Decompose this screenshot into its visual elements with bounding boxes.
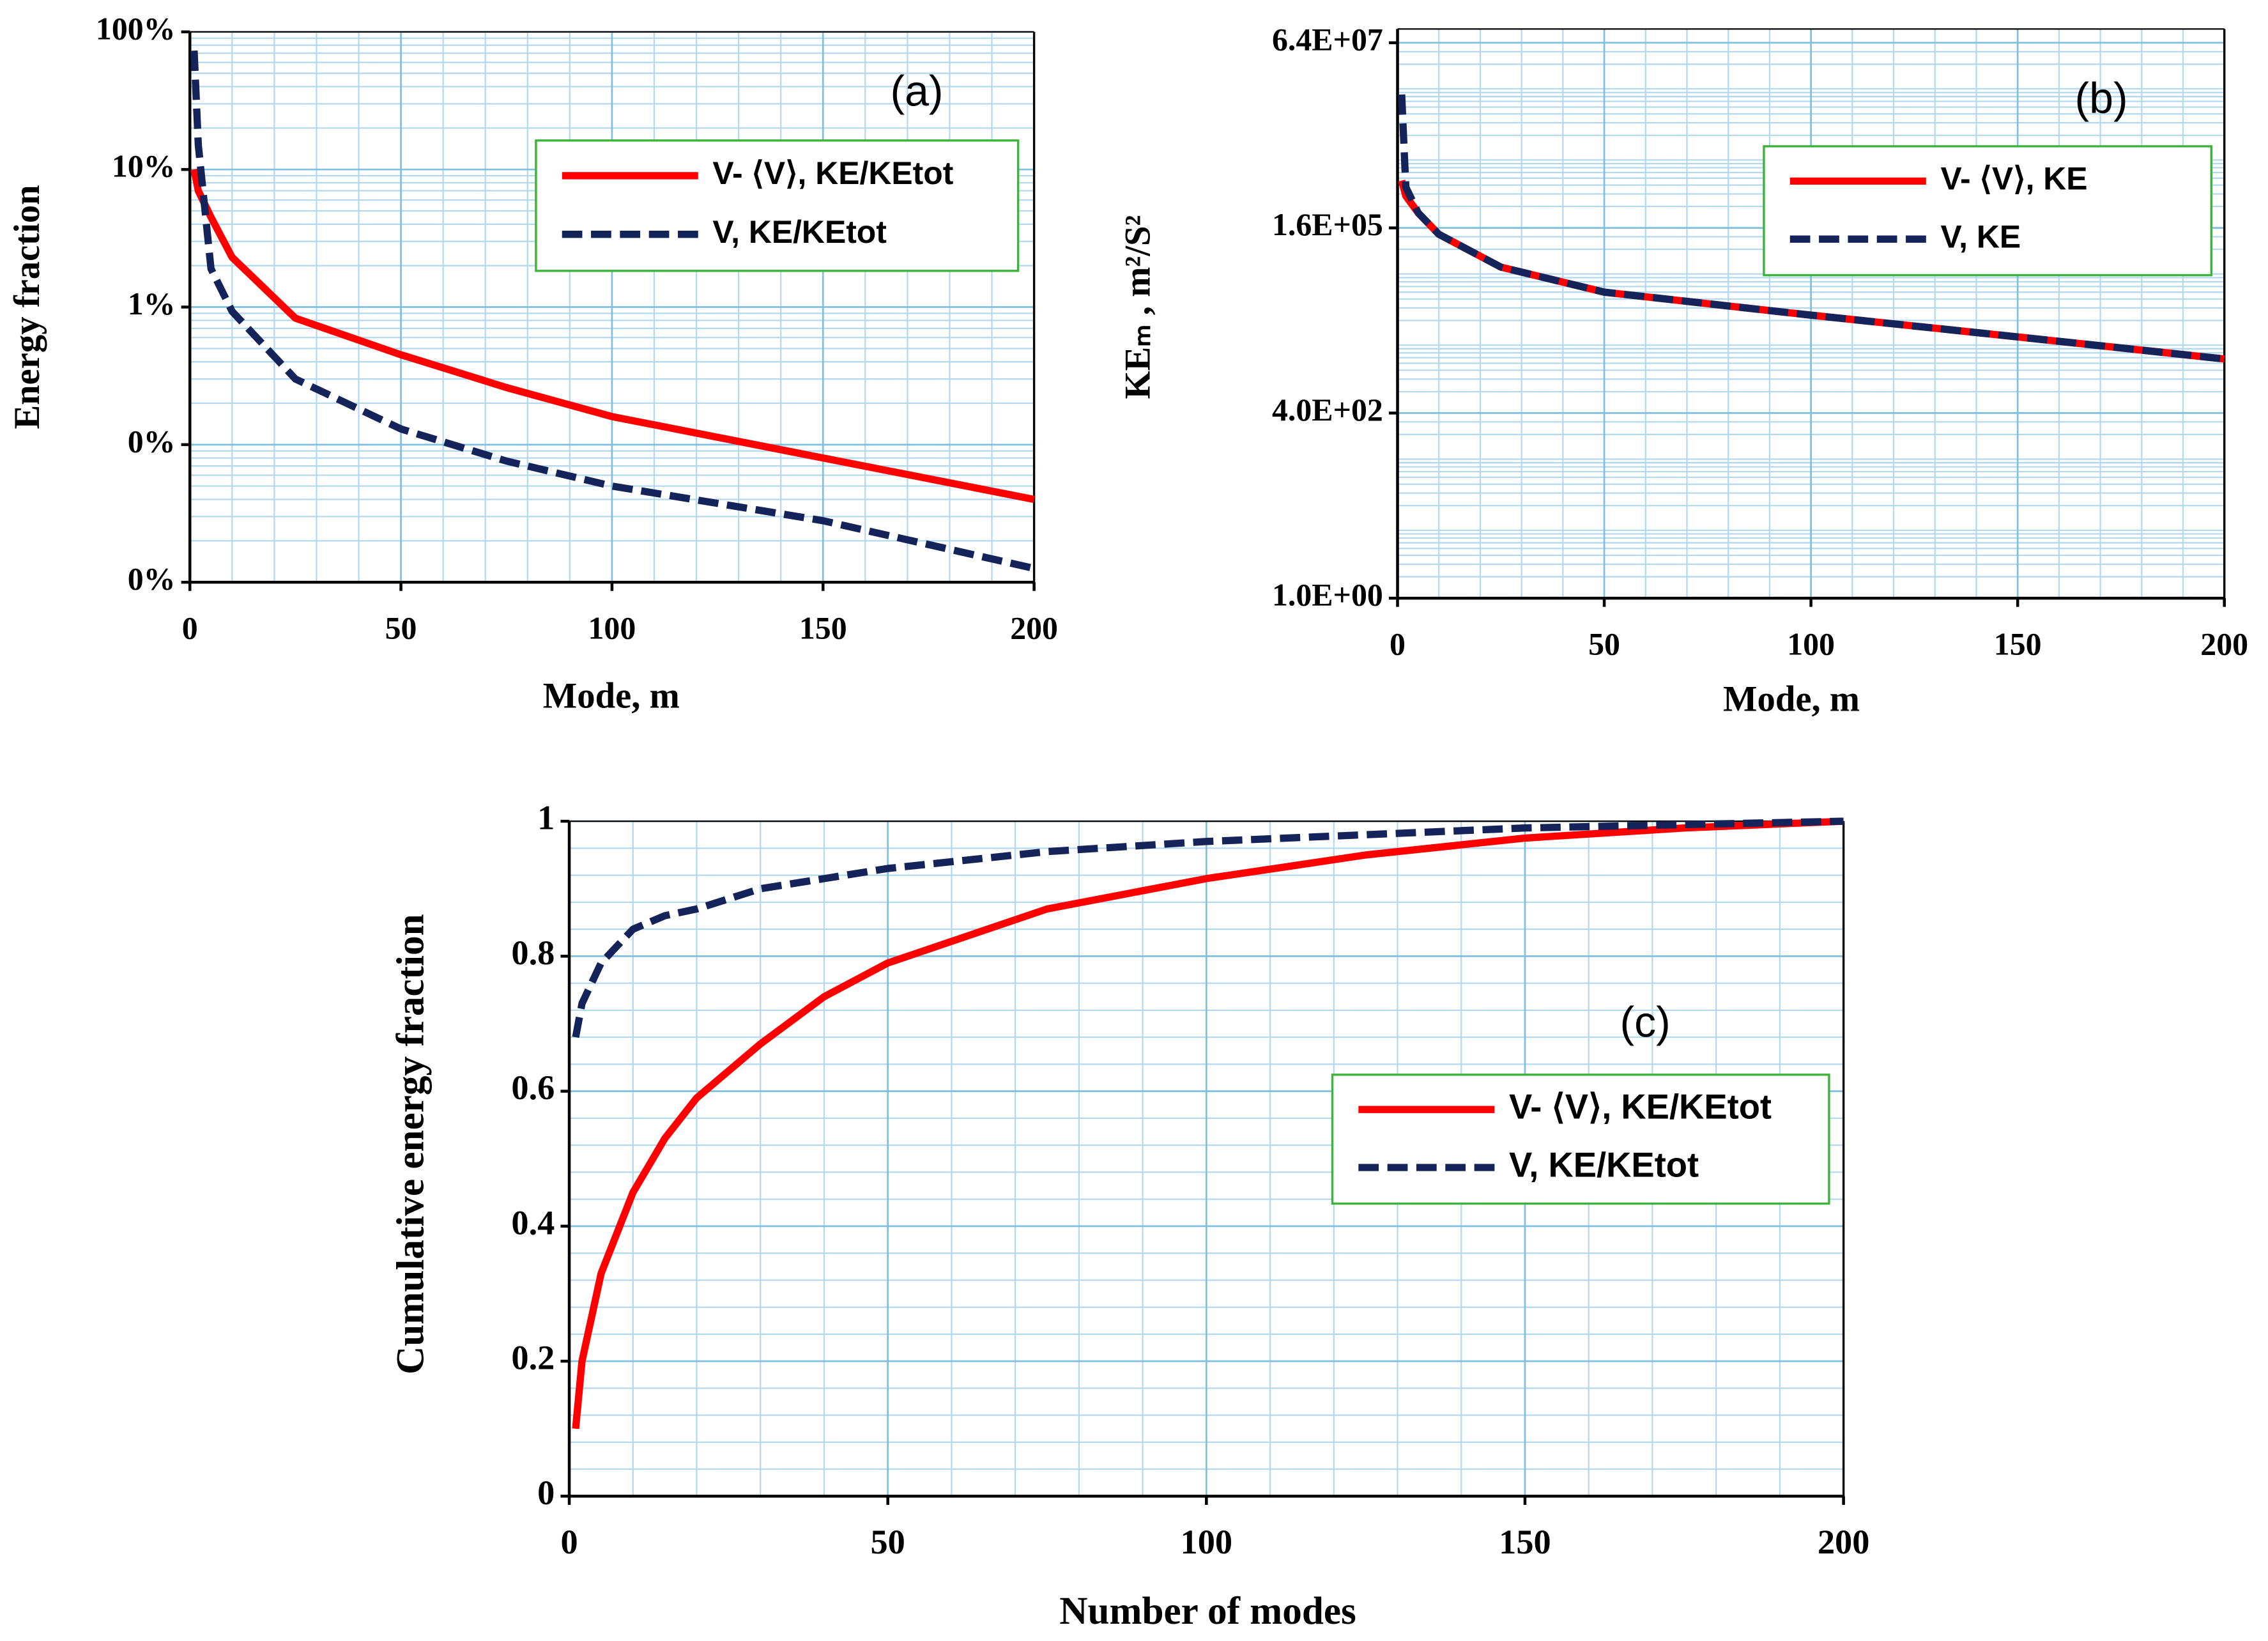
y-tick-label: 1.0E+00 — [1272, 578, 1383, 613]
y-tick-label: 0.8 — [511, 934, 555, 972]
series-line — [1398, 94, 2225, 363]
legend-box — [1763, 145, 2213, 277]
x-tick-label: 100 — [1787, 627, 1835, 662]
series-line — [572, 817, 1844, 1038]
x-tick-label: 150 — [1994, 627, 2042, 662]
y-tick-label: 0% — [128, 424, 176, 459]
y-tick-label: 6.4E+07 — [1272, 22, 1383, 57]
legend-label: V- ⟨V⟩, KE — [1940, 161, 2087, 197]
y-tick-label: 100% — [96, 11, 176, 46]
legend-label: V, KE/KEtot — [712, 214, 886, 250]
x-tick-label: 50 — [385, 611, 417, 646]
series-line — [572, 817, 1844, 1429]
x-tick-label: 0 — [1390, 627, 1406, 662]
x-tick-label: 0 — [560, 1523, 578, 1561]
chart: 1.0E+00 4.0E+02 1.6E+05 6.4E+07 0 50 100 150 200… — [1118, 22, 2248, 719]
annotation: (c) — [1620, 998, 1670, 1047]
legend-label: V, KE/KEtot — [1509, 1145, 1699, 1184]
y-tick-label: 1.6E+05 — [1272, 207, 1383, 242]
x-tick-label: 50 — [870, 1523, 905, 1561]
x-tick-label: 200 — [1010, 611, 1058, 646]
x-tick-label: 0 — [182, 611, 198, 646]
y-tick-label: 1% — [128, 286, 176, 321]
y-tick-label: 10% — [112, 149, 176, 184]
y-tick-label: 0.6 — [511, 1068, 555, 1107]
y-axis-label: KEₘ , m²/S² — [1118, 215, 1158, 399]
legend-label: V- ⟨V⟩, KE/KEtot — [712, 155, 953, 191]
y-tick-label: 0% — [128, 562, 176, 597]
x-tick-label: 200 — [1818, 1523, 1870, 1561]
x-tick-label: 200 — [2200, 627, 2248, 662]
x-axis-label: Number of modes — [1059, 1589, 1356, 1633]
x-tick-label: 50 — [1588, 627, 1620, 662]
x-tick-label: 150 — [799, 611, 847, 646]
legend-box — [1331, 1074, 1830, 1205]
y-axis-label: Energy fraction — [8, 185, 47, 429]
chart: 0 0.2 0.4 0.6 0.8 1 0 50 100 150 200 V- ⟨V⟩, KE/KEt… — [389, 799, 1870, 1633]
y-tick-label: 4.0E+02 — [1272, 392, 1383, 428]
x-tick-label: 100 — [588, 611, 636, 646]
x-axis-label: Mode, m — [1723, 679, 1860, 719]
y-tick-label: 0.2 — [511, 1339, 555, 1377]
x-tick-label: 150 — [1499, 1523, 1551, 1561]
annotation: (b) — [2075, 74, 2128, 123]
y-tick-label: 0.4 — [511, 1203, 555, 1242]
x-axis-label: Mode, m — [543, 677, 680, 716]
series-line — [190, 50, 1035, 573]
legend-box — [535, 139, 1020, 272]
x-tick-label: 100 — [1181, 1523, 1233, 1561]
y-tick-label: 0 — [537, 1474, 555, 1512]
y-axis-label: Cumulative energy fraction — [389, 914, 433, 1375]
y-tick-label: 1 — [537, 799, 555, 837]
legend-label: V, KE — [1940, 219, 2021, 254]
annotation: (a) — [890, 66, 943, 115]
legend-label: V- ⟨V⟩, KE/KEtot — [1509, 1088, 1772, 1127]
